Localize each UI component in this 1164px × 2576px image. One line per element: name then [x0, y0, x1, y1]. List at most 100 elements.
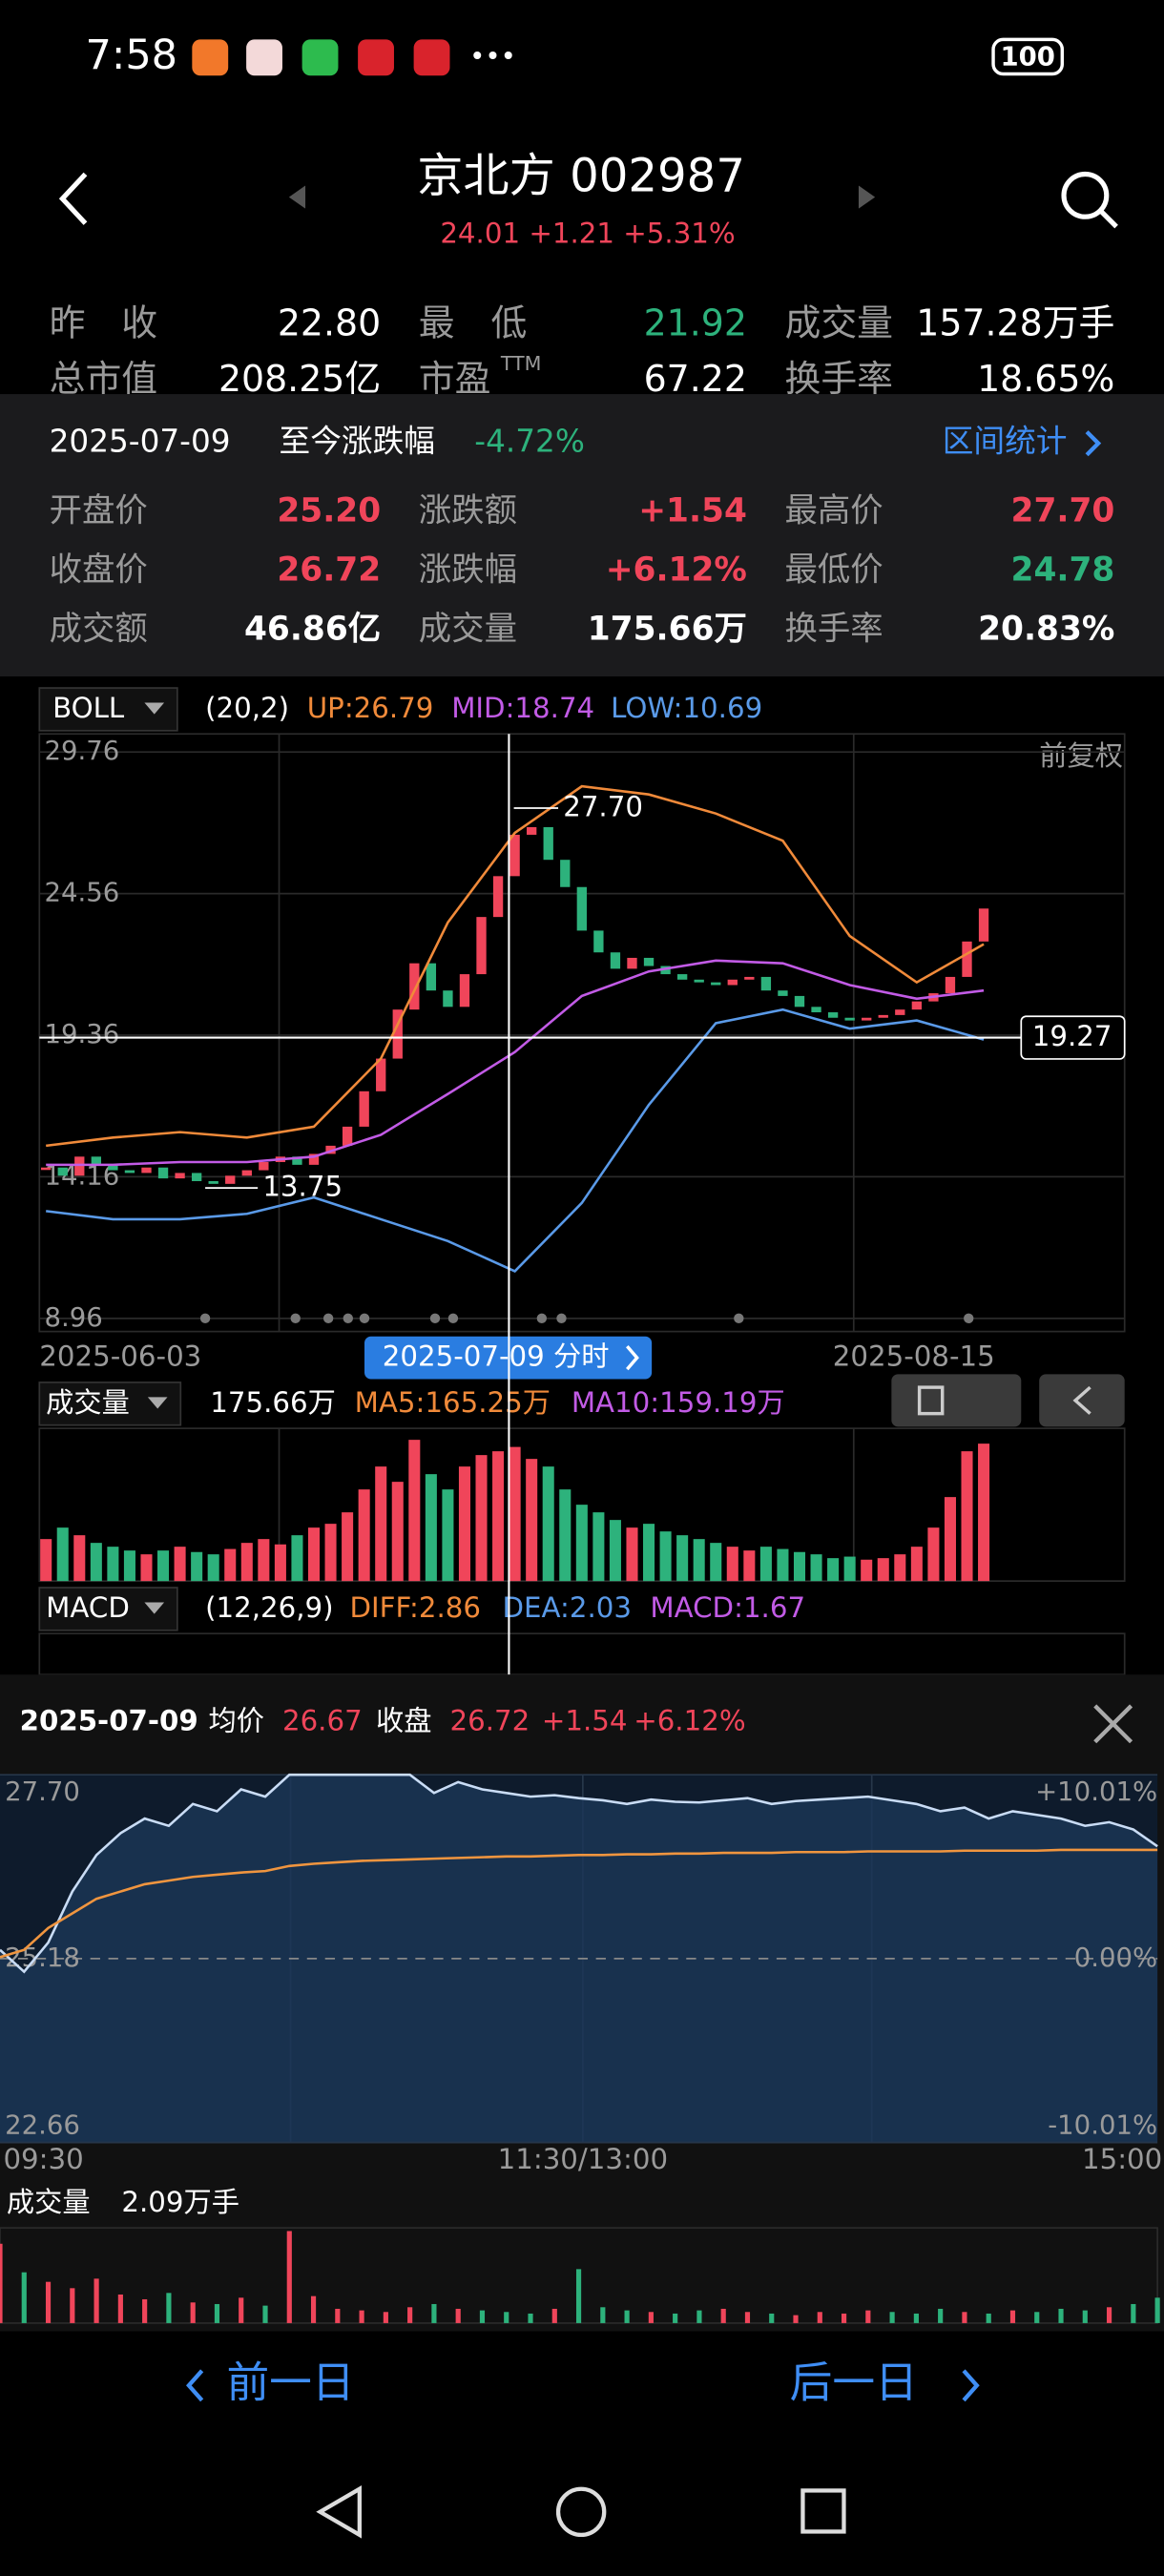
volume-bar: [559, 1489, 572, 1582]
candle: [844, 1017, 855, 1021]
day-panel: [0, 394, 1164, 677]
prev-stock[interactable]: [288, 185, 306, 209]
avg-value: 26.67: [282, 1705, 363, 1737]
candle: [962, 941, 972, 977]
event-dot: [343, 1313, 353, 1323]
macd-params: (12,26,9): [205, 1591, 333, 1624]
stat-value: 27.70: [1011, 491, 1115, 530]
status-icons: •••: [192, 37, 1065, 76]
back-button[interactable]: [58, 172, 88, 225]
stat-label: 涨跌幅: [419, 551, 517, 589]
stat-label: 成交额: [50, 610, 148, 648]
stock-quote: 24.01 +1.21 +5.31%: [440, 218, 735, 250]
volume-bar: [509, 1446, 521, 1582]
search-button[interactable]: [1061, 171, 1118, 229]
volume-bar: [810, 1554, 822, 1582]
macd-legend: [38, 1587, 1126, 1676]
stat-value: 25.20: [277, 491, 381, 530]
volume-bar: [425, 1474, 437, 1582]
intraday-volume-bar: [262, 2305, 268, 2323]
event-dot: [359, 1313, 370, 1323]
intraday-volume-bar: [383, 2312, 388, 2323]
intraday-volume-bar: [1131, 2303, 1136, 2323]
volume-bar: [324, 1524, 337, 1582]
event-dot: [964, 1313, 974, 1323]
intraday-volume-bar: [600, 2307, 606, 2323]
volume-bar: [56, 1527, 69, 1582]
volume-bar: [643, 1524, 655, 1582]
volume-bar: [207, 1554, 219, 1582]
boll-mid: MID:18.74: [451, 692, 594, 724]
indicator-params: (20,2): [205, 692, 289, 724]
volume-bar: [777, 1548, 789, 1582]
next-day[interactable]: 后一日: [790, 2357, 918, 2407]
intraday-volume-bar: [239, 2297, 244, 2323]
candle: [476, 917, 487, 975]
volume-bar: [827, 1558, 840, 1582]
prev-day[interactable]: 前一日: [226, 2357, 354, 2407]
boll-line: [46, 784, 985, 1148]
stats-link[interactable]: 区间统计: [943, 424, 1068, 460]
volume-legend: [38, 1374, 1125, 1427]
volume-bar: [726, 1547, 738, 1582]
candle: [560, 860, 571, 887]
clock: 7:58: [85, 31, 177, 79]
intraday-volume-bar: [1034, 2312, 1040, 2323]
candle: [610, 952, 621, 969]
candle: [676, 974, 688, 980]
volume-value: 175.66万: [210, 1386, 336, 1419]
volume-bar: [492, 1451, 505, 1582]
indicator[interactable]: BOLL: [52, 692, 125, 724]
volume-bar: [927, 1527, 940, 1582]
intraday-volume-bar: [962, 2312, 967, 2323]
intraday-volume-bar: [696, 2310, 702, 2323]
candle: [325, 1145, 336, 1154]
intraday-volume-bar: [45, 2281, 52, 2323]
volume-bar: [475, 1455, 488, 1582]
candle: [208, 1180, 218, 1184]
stat-value: 175.66万: [588, 610, 747, 648]
pct-label: 0.00%: [1074, 1942, 1157, 1973]
candle: [694, 979, 704, 983]
volume-bar: [759, 1547, 772, 1582]
volume-bar: [575, 1505, 588, 1582]
volume-label[interactable]: 成交量: [46, 1386, 130, 1419]
intraday-volume-bar: [310, 2296, 317, 2323]
intraday-volume-bar: [624, 2310, 630, 2323]
intraday-volume-bar: [1009, 2310, 1016, 2323]
candle: [711, 982, 721, 986]
intraday-volume-bar: [769, 2313, 775, 2323]
candle: [141, 1167, 152, 1174]
stat-value: +6.12%: [606, 551, 747, 589]
volume-bar: [526, 1459, 538, 1582]
adjust-label: 前复权: [1039, 739, 1123, 772]
close-button[interactable]: [1093, 1704, 1133, 1744]
intraday-volume-bar: [551, 2308, 557, 2323]
candle: [57, 1167, 68, 1176]
intraday-volume-bar: [94, 2278, 99, 2323]
volume-bar: [609, 1520, 621, 1582]
y-tick-label: 27.70: [5, 1776, 80, 1807]
intraday-volume-label: 成交量: [7, 2186, 91, 2218]
candle: [492, 876, 504, 918]
candle: [760, 976, 772, 991]
intraday-volume-bar: [865, 2310, 871, 2323]
price-line: [0, 1773, 1158, 1974]
high-label: 27.70: [563, 790, 643, 822]
intraday-volume-bar: [938, 2308, 944, 2323]
candle: [727, 979, 738, 986]
volume-bar: [342, 1512, 354, 1582]
macd-label[interactable]: MACD: [46, 1591, 130, 1624]
volume-bar: [123, 1550, 135, 1582]
selected-date[interactable]: 2025-07-09 分时: [383, 1340, 610, 1373]
candle: [225, 1175, 236, 1184]
volume-bar: [291, 1535, 303, 1582]
volume-bar: [626, 1527, 638, 1582]
avg-label: 均价: [209, 1705, 265, 1737]
next-stock[interactable]: [858, 185, 876, 209]
candle: [945, 976, 956, 994]
intraday-volume-bar: [986, 2313, 991, 2323]
system-nav[interactable]: [316, 2484, 846, 2539]
intraday-volume-bar: [1058, 2308, 1064, 2323]
